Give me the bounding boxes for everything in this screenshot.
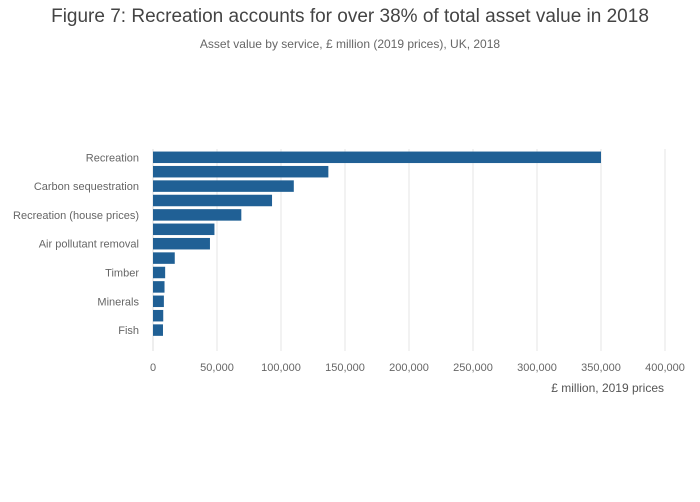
x-tick-label-1: 50,000 [200,362,234,374]
x-axis-title: £ million, 2019 prices [551,381,664,395]
x-tick-label-3: 150,000 [325,362,365,374]
y-tick-label-12: Fish [118,325,139,337]
y-tick-label-8: Timber [105,268,139,280]
y-axis-labels: Recreation Carbon sequestration Recreation… [13,152,139,337]
bar-7[interactable] [153,252,175,264]
x-tick-label-8: 400,000 [645,362,685,374]
bar-6[interactable] [153,237,210,250]
bar-10[interactable] [153,295,164,308]
bar-3[interactable] [153,194,273,207]
x-tick-label-7: 350,000 [581,362,621,374]
x-axis-labels: 0 50,000 100,000 150,000 200,000 250,000 300,0… [150,362,685,374]
gridlines [152,149,666,351]
chart-title: Figure 7: Recreation accounts for over 3… [51,6,649,27]
x-tick-label-4: 200,000 [389,362,429,374]
y-tick-label-0: Recreation [86,152,139,164]
bar-4[interactable] [153,209,242,221]
bar-0[interactable] [153,151,601,164]
y-tick-label-10: Minerals [97,296,139,308]
bar-9[interactable] [153,281,165,293]
chart-subtitle: Asset value by service, £ million (2019 … [199,37,501,51]
bar-11[interactable] [153,309,164,322]
y-tick-label-6: Air pollutant removal [39,239,139,251]
bar-8[interactable] [153,266,166,279]
x-tick-label-2: 100,000 [261,362,301,374]
x-tick-label-0: 0 [150,362,156,374]
bar-12[interactable] [153,324,163,336]
x-tick-label-5: 250,000 [453,362,493,374]
bar-2[interactable] [153,180,294,192]
y-tick-label-2: Carbon sequestration [34,181,139,193]
bar-1[interactable] [153,165,329,178]
x-tick-label-6: 300,000 [517,362,557,374]
y-tick-label-4: Recreation (house prices) [13,210,139,222]
bars [153,151,601,336]
bar-5[interactable] [153,223,215,236]
